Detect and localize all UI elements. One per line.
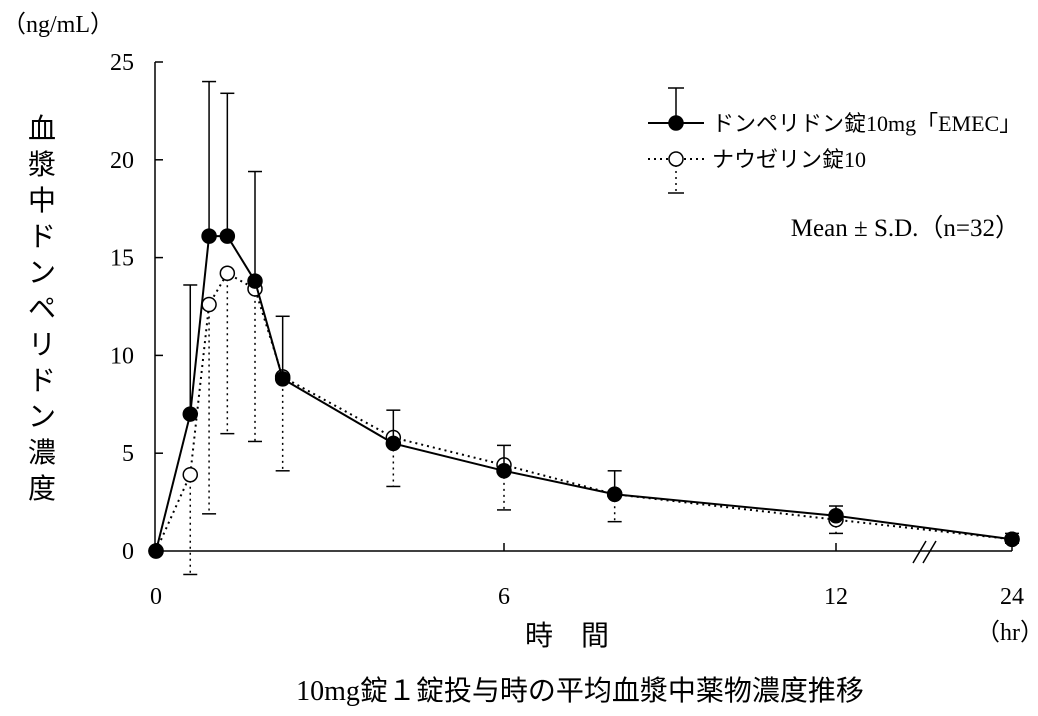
- legend-label-nauzelin: ナウゼリン錠10: [712, 147, 866, 172]
- y-axis-label-char: 漿: [28, 148, 56, 181]
- data-point: [496, 463, 512, 479]
- y-tick-label: 0: [122, 539, 134, 565]
- y-tick-label: 20: [110, 148, 134, 174]
- y-axis-label-char: ペ: [28, 292, 56, 325]
- data-point: [201, 296, 217, 313]
- data-point: [148, 543, 164, 559]
- data-point: [182, 466, 199, 483]
- figure-caption: 10mg錠１錠投与時の平均血漿中薬物濃度推移: [296, 675, 864, 707]
- x-tick-label: 24: [1000, 584, 1024, 610]
- plot-area: [148, 80, 1020, 576]
- y-tick-label: 5: [122, 441, 134, 467]
- legend: ドンペリドン錠10mg「EMEC」 ナウゼリン錠10: [648, 87, 1021, 194]
- legend-marker-open-circle: [668, 151, 684, 167]
- data-point: [219, 228, 236, 244]
- y-tick-label: 25: [110, 50, 134, 76]
- y-axis-label-char: ド: [28, 364, 56, 397]
- data-point: [219, 265, 236, 281]
- x-tick-label: 12: [824, 584, 848, 610]
- data-point: [385, 435, 402, 452]
- y-unit-label: （ng/mL）: [2, 12, 114, 38]
- y-axis-ticks: 0 5 10 15 20 25: [110, 50, 163, 565]
- data-point: [274, 371, 291, 387]
- series-emec: [148, 80, 1020, 559]
- data-point: [247, 273, 263, 289]
- x-tick-label: 0: [150, 584, 162, 610]
- y-axis-label-char: ン: [28, 256, 56, 289]
- y-axis-label-char: 濃: [28, 436, 56, 469]
- y-axis-label-char: 血: [28, 112, 56, 145]
- x-axis-break-mark: [912, 540, 937, 564]
- series-line: [155, 235, 1013, 552]
- y-tick-label: 15: [110, 246, 134, 272]
- series-line: [155, 271, 1013, 552]
- x-unit-label: （hr）: [976, 620, 1038, 646]
- x-tick-label: 6: [498, 584, 510, 610]
- x-axis-ticks: 0 6 12 24: [150, 543, 1024, 610]
- data-point: [606, 486, 623, 503]
- data-point: [1004, 531, 1020, 548]
- y-axis-label-char: ド: [28, 220, 56, 253]
- y-axis-label-char: 中: [28, 184, 56, 217]
- y-axis-label-char: 度: [28, 472, 56, 505]
- legend-marker-filled-circle: [668, 115, 684, 131]
- data-point: [828, 508, 844, 524]
- data-point: [182, 406, 199, 422]
- legend-item-nauzelin: ナウゼリン錠10: [648, 147, 866, 194]
- y-axis-label-char: リ: [28, 328, 56, 361]
- data-point: [201, 228, 217, 244]
- y-axis-label-char: ン: [28, 400, 56, 433]
- legend-label-emec: ドンペリドン錠10mg「EMEC」: [712, 111, 1021, 136]
- series-nauzelin: [148, 265, 1020, 576]
- y-tick-label: 10: [110, 343, 134, 369]
- legend-item-emec: ドンペリドン錠10mg「EMEC」: [648, 87, 1021, 136]
- x-axis-label: 時 間: [525, 620, 609, 652]
- stats-label: Mean ± S.D.（n=32）: [791, 214, 1020, 242]
